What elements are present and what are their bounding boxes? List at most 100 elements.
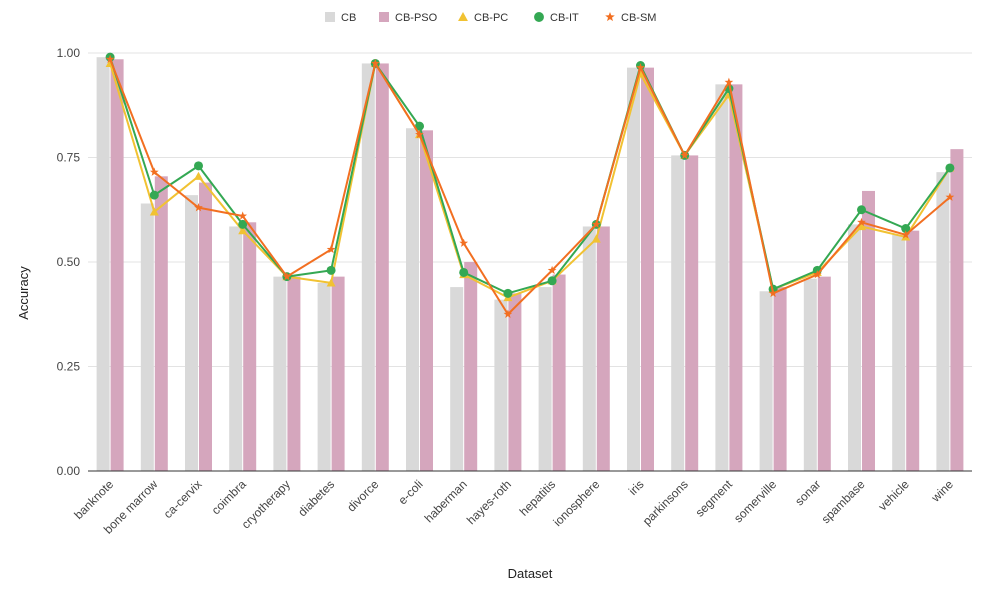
legend-item[interactable]: CB-IT: [534, 12, 579, 24]
point-cb-sm: [547, 265, 557, 275]
bar-cb-pso: [729, 84, 743, 471]
y-tick-label: 0.75: [57, 151, 81, 165]
bar-cb-pso: [596, 226, 610, 471]
bar-series: [96, 57, 964, 472]
bar-cb-pso: [420, 130, 433, 471]
bar-cb: [803, 278, 817, 471]
point-cb-pc: [238, 226, 248, 235]
legend-item[interactable]: CB: [325, 12, 356, 24]
bar-cb-pso: [508, 293, 522, 471]
point-cb-sm: [901, 230, 911, 239]
legend-swatch: [379, 12, 389, 22]
point-cb-sm: [326, 244, 336, 254]
point-cb-sm: [459, 238, 469, 247]
point-cb-it: [503, 288, 513, 298]
bar-cb: [140, 203, 154, 472]
point-cb-sm: [503, 309, 513, 318]
bar-cb: [892, 234, 906, 471]
bar-cb: [848, 224, 861, 471]
x-tick-label: haberman: [422, 477, 470, 525]
line-cb-it: [109, 56, 951, 295]
x-tick-label: segment: [693, 477, 736, 520]
gridlines: [88, 52, 972, 367]
bar-cb: [361, 63, 375, 471]
point-cb-sm: [724, 77, 734, 86]
legend-item[interactable]: CB-SM: [605, 11, 656, 24]
x-tick-label: e-coli: [395, 477, 425, 507]
y-tick-label: 0.25: [57, 360, 81, 374]
bar-cb: [671, 155, 685, 471]
bar-cb: [627, 67, 640, 471]
x-tick-label: spambase: [819, 477, 868, 526]
legend-label: CB-PC: [474, 12, 508, 24]
point-cb-it: [857, 205, 866, 215]
legend-swatch: [605, 11, 615, 22]
bar-cb-pso: [773, 287, 787, 471]
bar-cb: [229, 226, 243, 471]
x-tick-label: ionosphere: [551, 477, 603, 529]
bar-cb: [715, 84, 729, 471]
point-cb-it: [194, 161, 203, 171]
legend-label: CB-IT: [550, 12, 579, 24]
bar-cb: [936, 172, 950, 471]
legend-swatch: [458, 12, 468, 21]
bar-cb: [185, 195, 198, 471]
bar-cb: [273, 276, 287, 471]
bar-cb: [582, 226, 596, 471]
x-tick-label: divorce: [344, 477, 381, 514]
bar-cb-pso: [817, 276, 831, 471]
point-cb-sm: [238, 211, 248, 220]
point-cb-sm: [636, 63, 645, 72]
point-cb-sm: [415, 129, 424, 139]
bar-cb-pso: [641, 67, 654, 471]
point-cb-it: [415, 121, 424, 131]
point-cb-it: [238, 219, 248, 229]
y-tick-label: 0.00: [57, 464, 81, 478]
point-cb-it: [945, 163, 955, 173]
x-tick-label: hepatitis: [517, 477, 559, 519]
x-tick-label: iris: [626, 477, 647, 498]
y-axis-title: Accuracy: [16, 266, 31, 320]
line-cb-sm: [109, 58, 951, 316]
legend-label: CB-SM: [621, 12, 656, 24]
legend: CB CB-PSO CB-PC CB-IT CB-SM: [325, 11, 656, 24]
bar-cb: [759, 291, 773, 471]
point-cb-sm: [768, 288, 778, 298]
bar-cb-pso: [464, 262, 478, 471]
bar-cb-pso: [862, 190, 875, 471]
point-cb-pc: [326, 278, 336, 287]
x-tick-label: wine: [928, 477, 956, 505]
point-cb-sm: [812, 269, 822, 279]
point-cb-it: [149, 190, 159, 200]
bar-cb: [406, 128, 419, 472]
x-tick-label: sonar: [792, 477, 823, 508]
legend-label: CB-PSO: [395, 12, 438, 24]
bar-cb-pso: [331, 276, 345, 471]
point-cb-sm: [105, 54, 115, 63]
x-tick-label: banknote: [71, 477, 116, 522]
bar-cb-pso: [199, 182, 212, 471]
x-tick-label: diabetes: [295, 477, 337, 519]
point-cb-pc: [857, 221, 866, 231]
bar-cb-pso: [287, 276, 301, 471]
point-cb-sm: [591, 219, 601, 229]
y-tick-label: 0.50: [57, 255, 81, 269]
bar-cb: [317, 282, 331, 471]
x-tick-label: somerville: [731, 477, 779, 525]
legend-item[interactable]: CB-PC: [458, 12, 508, 24]
x-axis-title: Dataset: [508, 566, 553, 581]
point-cb-sm: [282, 272, 292, 281]
bar-cb-pso: [243, 222, 257, 471]
point-cb-it: [326, 265, 336, 275]
legend-item[interactable]: CB-PSO: [379, 12, 438, 24]
x-tick-label: parkinsons: [640, 477, 691, 528]
point-cb-sm: [857, 217, 866, 227]
point-cb-sm: [680, 150, 690, 160]
bar-cb: [96, 57, 110, 472]
point-cb-pc: [149, 207, 159, 216]
bar-cb-pso: [375, 63, 389, 471]
bar-cb-pso: [110, 59, 124, 472]
legend-label: CB: [341, 12, 356, 24]
